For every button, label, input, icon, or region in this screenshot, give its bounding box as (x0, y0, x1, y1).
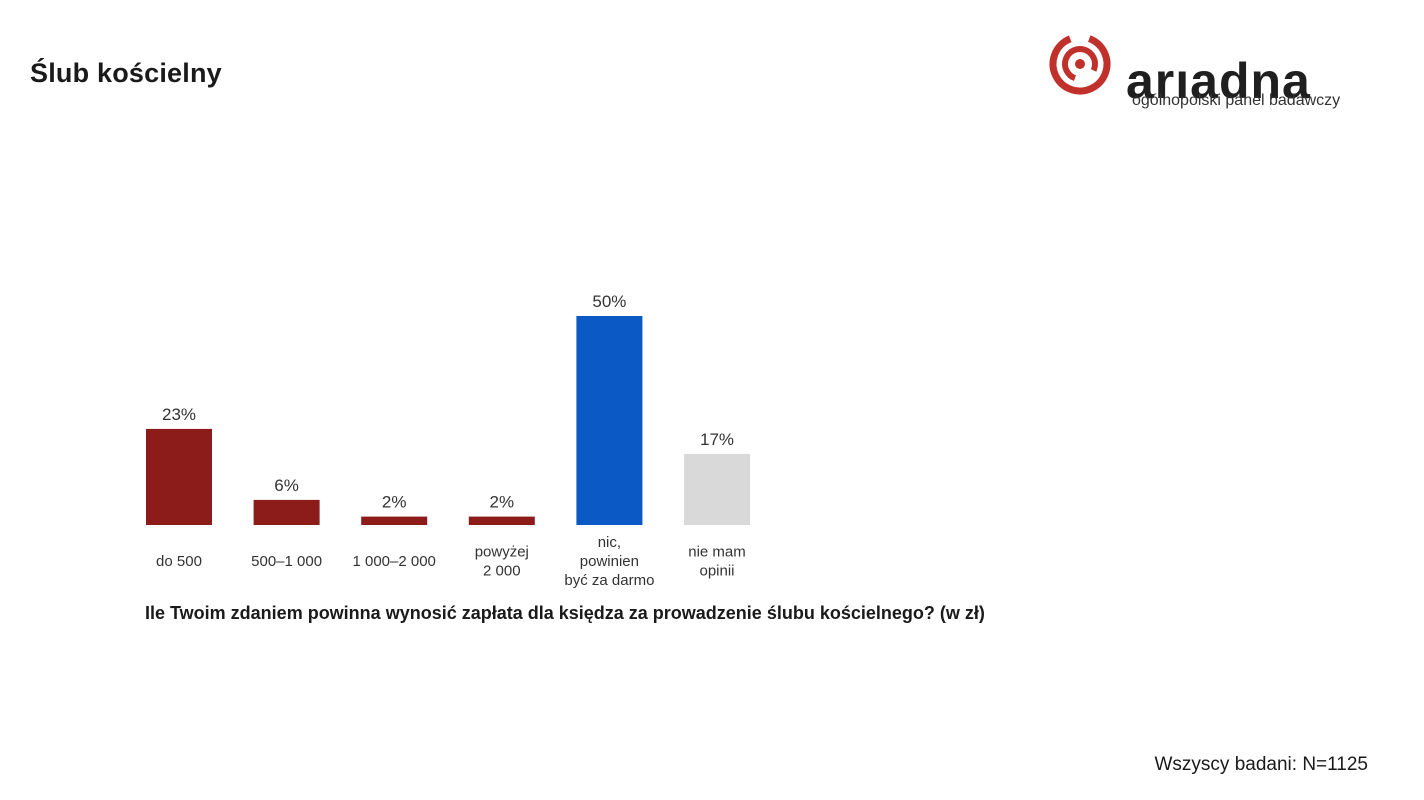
value-label-0: 23% (162, 405, 196, 424)
page-title: Ślub kościelny (30, 58, 222, 88)
survey-question: Ile Twoim zdaniem powinna wynosić zapłat… (145, 603, 985, 623)
ariadna-spiral-icon (1049, 33, 1111, 95)
value-label-2: 2% (382, 493, 407, 512)
category-label-2: 1 000–2 000 (352, 553, 435, 570)
category-label-3: powyżej 2 000 (475, 544, 529, 580)
value-label-3: 2% (490, 493, 515, 512)
category-label-0: do 500 (156, 553, 202, 570)
bar-2 (361, 516, 428, 525)
value-label-1: 6% (274, 476, 299, 495)
bar-1 (253, 499, 320, 525)
bar-3 (468, 516, 535, 525)
brand-tagline: ogólnopolski panel badawczy (1132, 92, 1341, 109)
brand-name: arıadna (1126, 53, 1311, 109)
bar-4 (576, 316, 643, 525)
brand-logo: arıadna ogólnopolski panel badawczy (1046, 26, 1386, 116)
category-label-1: 500–1 000 (251, 553, 322, 570)
value-label-5: 17% (700, 430, 734, 449)
bar-0 (146, 428, 212, 525)
bar-5 (684, 453, 750, 525)
sample-size-note: Wszyscy badani: N=1125 (1154, 754, 1369, 775)
category-label-4: nic, powinien być za darmo (564, 534, 654, 589)
value-label-4: 50% (592, 292, 626, 311)
category-label-5: nie mam opinii (688, 544, 746, 580)
